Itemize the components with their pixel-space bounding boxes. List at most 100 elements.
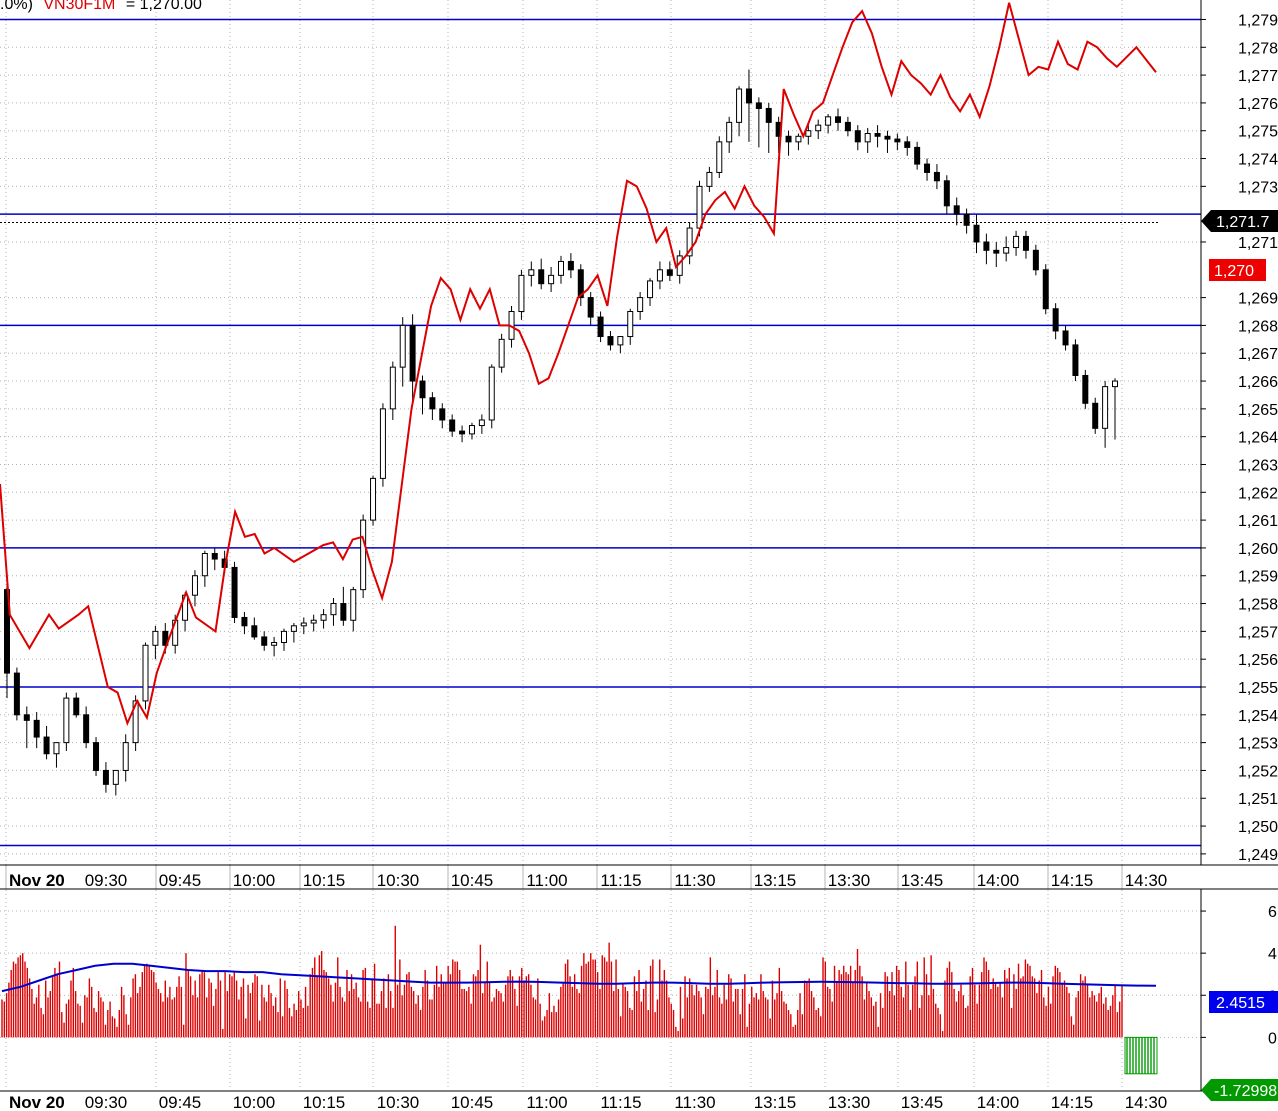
volume-negative-badge: -1.72998 bbox=[1201, 1079, 1278, 1101]
candle-body bbox=[320, 614, 327, 621]
price-y-label: 1,264 bbox=[1238, 430, 1278, 447]
candle-body bbox=[943, 180, 950, 207]
candle-body bbox=[1102, 386, 1109, 429]
candle-body bbox=[983, 241, 990, 251]
candle-body bbox=[459, 430, 466, 435]
price-x-label: 09:30 bbox=[85, 871, 128, 890]
price-x-label: 14:30 bbox=[1125, 871, 1168, 890]
candle-body bbox=[1013, 235, 1020, 249]
candle-body bbox=[518, 274, 525, 313]
candle-body bbox=[122, 742, 129, 771]
candle-body bbox=[330, 603, 337, 616]
candle-body bbox=[112, 769, 119, 785]
price-y-label: 1,251 bbox=[1238, 791, 1278, 808]
candle-body bbox=[558, 260, 564, 276]
candle-body bbox=[191, 575, 198, 596]
volume-x-label: 11:15 bbox=[600, 1093, 641, 1111]
candle-body bbox=[637, 297, 644, 313]
candlestick-series bbox=[4, 69, 1118, 796]
candle-body bbox=[271, 641, 278, 646]
candle-body bbox=[13, 672, 20, 716]
price-x-label: 09:45 bbox=[159, 871, 202, 890]
last-price-label: 1,270 bbox=[1214, 263, 1254, 280]
candle-body bbox=[1112, 380, 1118, 388]
candle-body bbox=[993, 249, 1000, 254]
candle-body bbox=[666, 269, 673, 276]
price-y-label: 1,276 bbox=[1238, 96, 1278, 113]
candle-body bbox=[1062, 330, 1069, 346]
price-x-label: 11:00 bbox=[526, 871, 567, 890]
candle-body bbox=[963, 213, 970, 226]
header-value: = 1,270.00 bbox=[126, 0, 202, 13]
volume-y-label: 6 bbox=[1268, 904, 1277, 921]
volume-x-label: 09:30 bbox=[85, 1093, 128, 1111]
price-y-label: 1,269 bbox=[1238, 291, 1278, 308]
volume-x-label: 13:30 bbox=[828, 1093, 871, 1111]
price-y-label: 1,261 bbox=[1238, 513, 1278, 530]
candle-body bbox=[152, 630, 159, 646]
volume-x-label: 14:00 bbox=[977, 1093, 1020, 1111]
candle-body bbox=[201, 552, 208, 577]
price-x-label: 10:30 bbox=[377, 871, 420, 890]
candle-body bbox=[726, 121, 733, 143]
candle-body bbox=[647, 280, 654, 299]
candle-body bbox=[261, 636, 268, 646]
price-y-label: 1,271 bbox=[1238, 235, 1278, 252]
candle-body bbox=[924, 163, 931, 173]
candle-body bbox=[597, 316, 604, 338]
candle-body bbox=[33, 719, 40, 738]
price-x-label: 11:15 bbox=[600, 871, 641, 890]
header-prefix: .0%) bbox=[0, 0, 33, 13]
candle-body bbox=[894, 138, 901, 143]
candle-body bbox=[1082, 374, 1089, 404]
candle-body bbox=[1052, 308, 1059, 332]
candle-body bbox=[577, 269, 584, 299]
candle-body bbox=[83, 714, 90, 744]
candle-body bbox=[844, 121, 851, 132]
price-y-label: 1,265 bbox=[1238, 402, 1278, 419]
candle-body bbox=[468, 425, 475, 435]
current-price-label: 1,271.7 bbox=[1216, 214, 1269, 231]
price-y-label: 1,258 bbox=[1238, 597, 1278, 614]
candle-body bbox=[63, 697, 70, 744]
candle-body bbox=[548, 274, 555, 285]
candle-body bbox=[350, 589, 357, 621]
candle-body bbox=[745, 88, 752, 104]
candle-body bbox=[1072, 344, 1079, 376]
volume-x-label: 11:30 bbox=[674, 1093, 715, 1111]
candle-body bbox=[300, 622, 307, 627]
price-y-label: 1,256 bbox=[1238, 652, 1278, 669]
last-price-badge-shape bbox=[1209, 259, 1266, 281]
candle-body bbox=[211, 552, 218, 560]
candle-body bbox=[1092, 402, 1099, 429]
candle-body bbox=[567, 260, 574, 271]
candle-body bbox=[587, 297, 594, 318]
price-y-label: 1,274 bbox=[1238, 152, 1278, 169]
candle-body bbox=[785, 135, 792, 143]
price-x-label: 10:45 bbox=[451, 871, 494, 890]
candle-body bbox=[93, 742, 100, 771]
current-price-badge-shape bbox=[1201, 210, 1278, 232]
volume-y-label: 0 bbox=[1268, 1030, 1277, 1047]
candle-body bbox=[864, 133, 871, 143]
candle-body bbox=[696, 185, 703, 229]
candle-body bbox=[23, 714, 30, 721]
volume-x-label: 11:00 bbox=[526, 1093, 567, 1111]
price-y-label: 1,253 bbox=[1238, 736, 1278, 753]
price-date-label: Nov 20 bbox=[9, 871, 65, 890]
volume-x-label: 13:15 bbox=[754, 1093, 797, 1111]
price-y-label: 1,252 bbox=[1238, 763, 1278, 780]
price-y-label: 1,266 bbox=[1238, 374, 1278, 391]
volume-average-label: 2.4515 bbox=[1216, 995, 1265, 1012]
candle-body bbox=[736, 88, 743, 123]
volume-x-axis: Nov 20 09:30 09:45 10:00 10:15 10:30 10:45 11:… bbox=[9, 1093, 1167, 1111]
candle-body bbox=[290, 625, 297, 632]
volume-x-label: 10:45 bbox=[451, 1093, 494, 1111]
candle-body bbox=[805, 130, 812, 137]
candle-body bbox=[379, 408, 386, 479]
volume-x-label: 10:30 bbox=[377, 1093, 420, 1111]
price-level-lines[interactable] bbox=[0, 18, 1201, 847]
volume-date-label: Nov 20 bbox=[9, 1093, 65, 1111]
